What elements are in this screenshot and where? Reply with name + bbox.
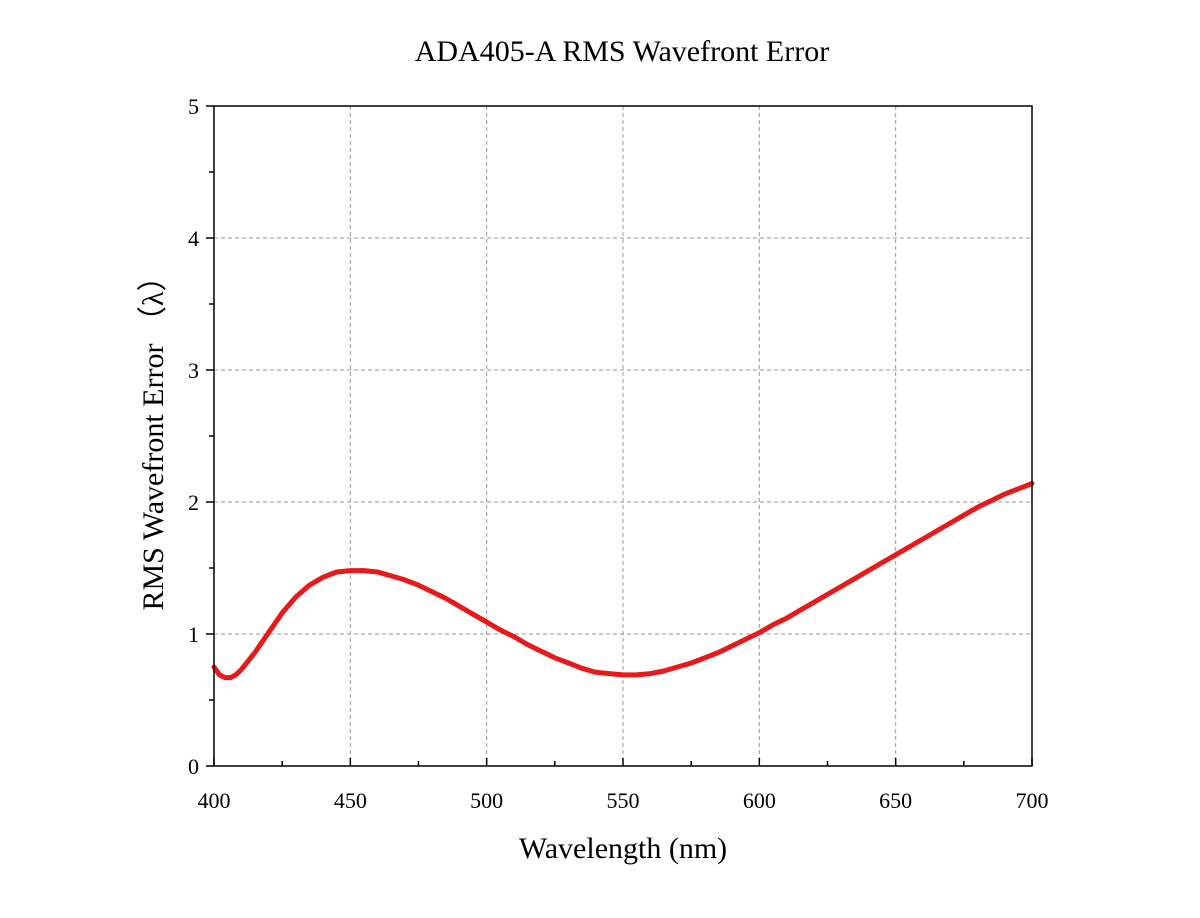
y-tick-label: 1 bbox=[188, 622, 199, 647]
series-line bbox=[211, 481, 1035, 681]
y-tick-label: 3 bbox=[188, 358, 199, 383]
plot-frame bbox=[213, 105, 1033, 767]
y-tick-label: 2 bbox=[188, 490, 199, 515]
x-tick-label: 550 bbox=[607, 788, 640, 813]
grid bbox=[214, 106, 1032, 766]
series-layer bbox=[211, 481, 1035, 681]
y-axis-label: RMS Wavefront Error （λ） bbox=[137, 261, 170, 610]
y-tick-label: 0 bbox=[188, 754, 199, 779]
x-tick-label: 450 bbox=[334, 788, 367, 813]
y-tick-label: 5 bbox=[188, 94, 199, 119]
chart-title: ADA405-A RMS Wavefront Error bbox=[415, 35, 829, 68]
y-tick-label: 4 bbox=[188, 226, 199, 251]
x-tick-label: 700 bbox=[1016, 788, 1049, 813]
x-tick-label: 400 bbox=[198, 788, 231, 813]
x-tick-label: 600 bbox=[743, 788, 776, 813]
x-tick-label: 650 bbox=[879, 788, 912, 813]
axis-ticks bbox=[206, 105, 1033, 767]
x-axis-label: Wavelength (nm) bbox=[519, 832, 727, 865]
tick-labels: 400 450 500 550 600 650 700 0 1 2 3 4 5 bbox=[188, 94, 1049, 813]
x-tick-label: 500 bbox=[470, 788, 503, 813]
